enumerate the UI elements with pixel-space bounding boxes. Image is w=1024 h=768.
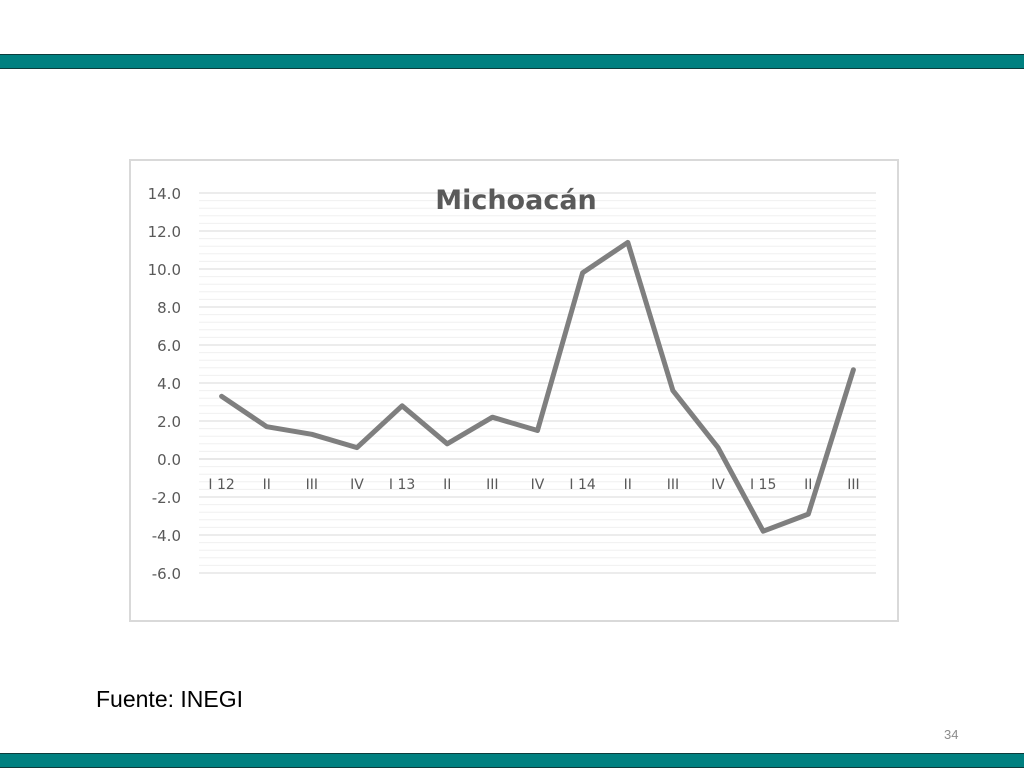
top-decorative-band xyxy=(0,54,1024,69)
x-tick-label: III xyxy=(306,477,318,493)
x-tick-label: I 15 xyxy=(750,477,776,493)
y-tick-label: 2.0 xyxy=(157,413,181,431)
y-tick-label: -4.0 xyxy=(152,527,181,545)
series-layer xyxy=(219,239,856,534)
x-tick-label: I 12 xyxy=(208,477,234,493)
x-tick-label: IV xyxy=(711,477,725,493)
y-axis-ticks: 14.0 12.0 10.0 8.0 6.0 4.0 2.0 0.0 -2.0 -4.0 -6.0 xyxy=(148,185,181,583)
x-tick-label: III xyxy=(486,477,498,493)
y-tick-label: 4.0 xyxy=(157,375,181,393)
y-tick-label: 8.0 xyxy=(157,299,181,317)
x-tick-label: IV xyxy=(531,477,545,493)
x-tick-label: II xyxy=(443,477,451,493)
x-tick-label: II xyxy=(624,477,632,493)
x-axis-ticks: I 12 II III IV I 13 II III IV I 14 II III IV I 15 II I… xyxy=(208,477,859,493)
y-tick-label: 10.0 xyxy=(148,261,181,279)
page-number: 34 xyxy=(944,727,959,742)
chart-svg: 14.012.010.08.06.04.02.00.0-2.0-4.0-6.0 … xyxy=(148,185,876,583)
x-tick-label: I 14 xyxy=(569,477,595,493)
x-tick-label: II xyxy=(263,477,271,493)
x-tick-label: II xyxy=(804,477,812,493)
y-tick-label: 14.0 xyxy=(148,185,181,203)
y-tick-label: 12.0 xyxy=(148,223,181,241)
y-tick-label: -6.0 xyxy=(152,565,181,583)
y-tick-label: -2.0 xyxy=(152,489,181,507)
x-tick-label: III xyxy=(667,477,679,493)
y-tick-label: 6.0 xyxy=(157,337,181,355)
line-chart: 14.0 12.0 10.0 8.0 6.0 4.0 2.0 0.0 -2.0 -4.0 -6.0 … xyxy=(129,159,899,622)
grid-lines xyxy=(199,192,876,574)
x-tick-label: III xyxy=(847,477,859,493)
bottom-decorative-band xyxy=(0,753,1024,768)
chart-title: Michoacán xyxy=(435,185,597,216)
source-note: Fuente: INEGI xyxy=(96,686,244,712)
y-tick-label: 0.0 xyxy=(157,451,181,469)
x-tick-label: IV xyxy=(350,477,364,493)
x-tick-label: I 13 xyxy=(389,477,415,493)
